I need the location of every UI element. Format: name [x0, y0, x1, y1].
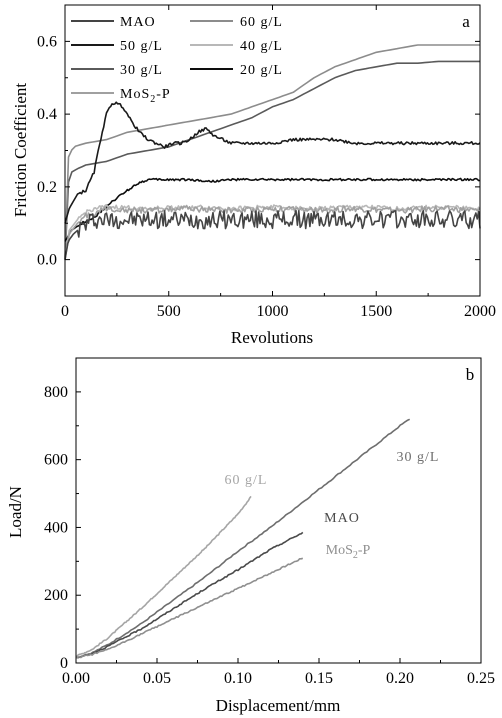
x-tick-label: 0.10	[224, 670, 252, 687]
series-line-mao	[64, 209, 481, 260]
x-tick-label: 500	[157, 303, 181, 320]
x-tick-label: 1500	[360, 303, 392, 320]
series-label-mos2p: MoS2-P	[326, 543, 371, 561]
y-tick-label: 0	[60, 655, 68, 672]
panel-b-series-layer	[75, 418, 411, 659]
legend-label-50gl: 50 g/L	[120, 39, 163, 54]
x-tick-label: 0	[61, 303, 69, 320]
y-tick-label: 800	[44, 384, 68, 401]
series-line-30-g-l	[64, 60, 480, 260]
y-tick-label: 0.0	[37, 252, 57, 269]
legend-item-20gl: 20 g/L	[190, 63, 283, 78]
series-label-30gl: 30 g/L	[397, 450, 440, 465]
legend-item-60gl: 60 g/L	[190, 15, 283, 30]
series-label-mao: MAO	[324, 511, 360, 526]
y-tick-label: 200	[44, 587, 68, 604]
y-tick-label: 0.6	[37, 33, 57, 50]
panel-a-label: a	[462, 12, 470, 31]
legend-label-20gl: 20 g/L	[240, 63, 283, 78]
legend-label-60gl: 60 g/L	[240, 15, 283, 30]
legend-label-30gl: 30 g/L	[120, 63, 163, 78]
panel-b-label: b	[466, 365, 475, 384]
y-tick-label: 0.4	[37, 106, 57, 123]
y-tick-label: 400	[44, 519, 68, 536]
legend-item-mos2p: MoS2-P	[71, 87, 171, 105]
legend-item-30gl: 30 g/L	[71, 63, 163, 78]
legend-label-mos2p: MoS2-P	[120, 87, 171, 105]
x-tick-label: 2000	[464, 303, 496, 320]
series-line-mos2-p	[64, 205, 481, 260]
legend-item-mao: MAO	[71, 15, 156, 30]
panel-b-y-axis-label: Load/N	[6, 486, 25, 538]
panel-a-y-axis-label: Friction Coefficient	[11, 83, 30, 218]
series-line-30-g-l	[76, 418, 411, 659]
y-tick-label: 600	[44, 452, 68, 469]
series-line-60-g-l	[75, 495, 252, 658]
panel-a: 0 500 1000 1500 2000 0.0 0.2 0.4 0.6 a Revolutio…	[11, 4, 496, 347]
panel-b-ticks: 0.00 0.05 0.10 0.15 0.20 0.25 0 200 400 600 800	[44, 357, 495, 687]
panel-b-x-axis-label: Displacement/mm	[216, 696, 341, 715]
panel-a-legend: MAO 60 g/L 50 g/L 40 g/L 30 g/L 20 g/L	[71, 15, 283, 105]
legend-item-40gl: 40 g/L	[190, 39, 283, 54]
x-tick-label: 0.25	[467, 670, 495, 687]
x-tick-label: 0.15	[305, 670, 333, 687]
legend-item-50gl: 50 g/L	[71, 39, 163, 54]
panel-a-series-layer	[64, 44, 481, 260]
panel-a-x-axis-label: Revolutions	[231, 328, 313, 347]
series-line-50-g-l	[64, 101, 481, 224]
panel-a-ticks: 0 500 1000 1500 2000 0.0 0.2 0.4 0.6	[37, 4, 496, 320]
x-tick-label: 1000	[257, 303, 289, 320]
x-tick-label: 0.20	[386, 670, 414, 687]
legend-label-40gl: 40 g/L	[240, 39, 283, 54]
series-line-60-g-l	[64, 44, 480, 260]
series-line-20-g-l	[64, 177, 481, 242]
legend-label-mao: MAO	[120, 15, 156, 30]
y-tick-label: 0.2	[37, 179, 57, 196]
series-label-60gl: 60 g/L	[225, 473, 268, 488]
x-tick-label: 0.05	[143, 670, 171, 687]
x-tick-label: 0.00	[62, 670, 90, 687]
series-line-mos2-p	[75, 557, 304, 659]
series-line-mao	[75, 531, 304, 659]
